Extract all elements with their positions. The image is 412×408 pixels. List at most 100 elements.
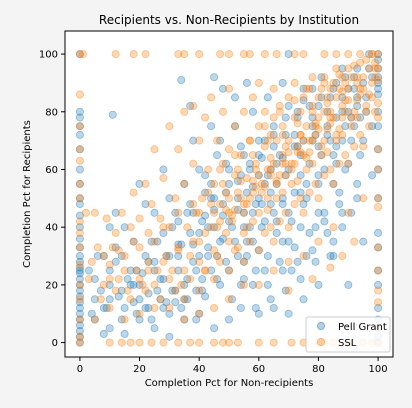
point-ssl bbox=[374, 76, 383, 85]
point-ssl bbox=[326, 107, 335, 116]
point-pell-grant bbox=[111, 243, 120, 252]
point-ssl bbox=[308, 136, 317, 145]
point-ssl bbox=[281, 171, 290, 180]
legend-label-ssl: SSL bbox=[338, 338, 357, 349]
point-pell-grant bbox=[180, 295, 189, 304]
point-pell-grant bbox=[350, 84, 359, 93]
point-ssl bbox=[254, 171, 263, 180]
point-ssl bbox=[75, 243, 84, 252]
point-ssl bbox=[239, 107, 248, 116]
point-ssl bbox=[341, 78, 350, 87]
points-layer bbox=[75, 50, 383, 347]
point-ssl bbox=[266, 171, 275, 180]
point-pell-grant bbox=[105, 295, 114, 304]
point-pell-grant bbox=[314, 142, 323, 151]
point-pell-grant bbox=[224, 165, 233, 174]
point-ssl bbox=[296, 148, 305, 157]
point-ssl bbox=[239, 257, 248, 266]
point-pell-grant bbox=[236, 142, 245, 151]
point-pell-grant bbox=[105, 280, 114, 289]
point-pell-grant bbox=[174, 266, 183, 275]
point-ssl bbox=[129, 50, 138, 59]
point-ssl bbox=[329, 78, 338, 87]
point-ssl bbox=[299, 93, 308, 102]
point-pell-grant bbox=[308, 84, 317, 93]
point-pell-grant bbox=[332, 113, 341, 122]
point-ssl bbox=[144, 266, 153, 275]
point-ssl bbox=[317, 151, 326, 160]
point-pell-grant bbox=[159, 303, 168, 312]
point-pell-grant bbox=[213, 251, 222, 260]
point-pell-grant bbox=[207, 194, 216, 203]
point-ssl bbox=[239, 50, 248, 59]
point-ssl bbox=[183, 223, 192, 232]
point-ssl bbox=[338, 73, 347, 82]
point-ssl bbox=[320, 78, 329, 87]
point-pell-grant bbox=[344, 159, 353, 168]
point-pell-grant bbox=[159, 165, 168, 174]
point-ssl bbox=[180, 107, 189, 116]
point-ssl bbox=[117, 208, 126, 217]
point-ssl bbox=[332, 64, 341, 73]
point-ssl bbox=[329, 179, 338, 188]
point-ssl bbox=[290, 159, 299, 168]
point-pell-grant bbox=[347, 208, 356, 217]
point-ssl bbox=[90, 315, 99, 324]
point-ssl bbox=[371, 73, 380, 82]
point-ssl bbox=[171, 286, 180, 295]
point-pell-grant bbox=[99, 251, 108, 260]
point-pell-grant bbox=[317, 93, 326, 102]
point-pell-grant bbox=[272, 228, 281, 237]
point-pell-grant bbox=[75, 257, 84, 266]
point-pell-grant bbox=[374, 228, 383, 237]
point-pell-grant bbox=[281, 113, 290, 122]
point-ssl bbox=[317, 142, 326, 151]
point-pell-grant bbox=[314, 208, 323, 217]
point-pell-grant bbox=[338, 208, 347, 217]
point-pell-grant bbox=[75, 321, 84, 330]
point-ssl bbox=[216, 200, 225, 209]
point-ssl bbox=[275, 171, 284, 180]
point-ssl bbox=[224, 145, 233, 154]
point-pell-grant bbox=[195, 165, 204, 174]
point-pell-grant bbox=[207, 266, 216, 275]
point-pell-grant bbox=[84, 266, 93, 275]
point-ssl bbox=[287, 338, 296, 347]
point-ssl bbox=[165, 275, 174, 284]
ticks-layer: 0 20 40 60 80 100 0 20 40 60 80 100 bbox=[39, 50, 388, 375]
point-pell-grant bbox=[138, 269, 147, 278]
point-ssl bbox=[290, 50, 299, 59]
point-pell-grant bbox=[165, 251, 174, 260]
point-ssl bbox=[269, 113, 278, 122]
point-ssl bbox=[75, 338, 84, 347]
point-pell-grant bbox=[204, 251, 213, 260]
point-ssl bbox=[371, 58, 380, 67]
point-ssl bbox=[210, 179, 219, 188]
point-pell-grant bbox=[362, 107, 371, 116]
point-pell-grant bbox=[365, 50, 374, 59]
point-ssl bbox=[374, 145, 383, 154]
point-ssl bbox=[257, 188, 266, 197]
point-pell-grant bbox=[254, 171, 263, 180]
point-pell-grant bbox=[308, 246, 317, 255]
point-ssl bbox=[165, 122, 174, 131]
point-ssl bbox=[278, 159, 287, 168]
point-pell-grant bbox=[263, 280, 272, 289]
point-ssl bbox=[272, 194, 281, 203]
x-tick-label: 20 bbox=[133, 364, 146, 375]
point-ssl bbox=[120, 266, 129, 275]
point-ssl bbox=[275, 217, 284, 226]
point-ssl bbox=[230, 171, 239, 180]
point-pell-grant bbox=[177, 76, 186, 85]
point-pell-grant bbox=[111, 257, 120, 266]
point-pell-grant bbox=[251, 266, 260, 275]
point-ssl bbox=[227, 211, 236, 220]
point-pell-grant bbox=[189, 240, 198, 249]
point-ssl bbox=[75, 217, 84, 226]
point-ssl bbox=[335, 125, 344, 134]
point-ssl bbox=[239, 228, 248, 237]
point-ssl bbox=[266, 223, 275, 232]
point-pell-grant bbox=[308, 113, 317, 122]
point-pell-grant bbox=[284, 237, 293, 246]
